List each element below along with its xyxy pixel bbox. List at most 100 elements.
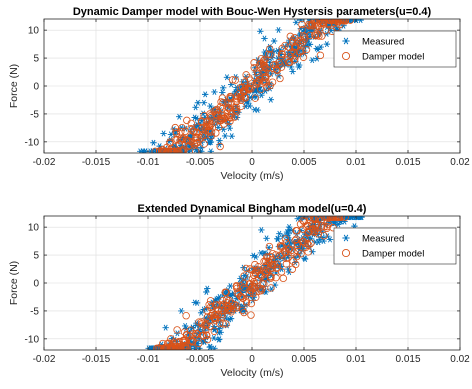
measured-point — [191, 299, 198, 306]
model-point — [222, 295, 231, 304]
model-point — [257, 55, 265, 63]
model-point — [192, 128, 200, 136]
measured-point — [207, 148, 215, 153]
measured-point — [237, 275, 244, 282]
model-point — [289, 36, 297, 44]
model-point — [307, 239, 315, 247]
legend: Measured Damper model — [333, 30, 457, 68]
model-point — [222, 113, 230, 121]
model-point — [240, 279, 248, 288]
model-point — [191, 141, 199, 149]
measured-point — [211, 88, 218, 95]
model-point — [226, 117, 234, 126]
measured-point — [357, 216, 364, 221]
measured-point — [258, 92, 265, 99]
model-point — [328, 216, 337, 221]
model-point — [181, 344, 189, 350]
measured-point — [200, 99, 208, 106]
model-point — [221, 304, 230, 313]
x-tick-label: -0.005 — [186, 354, 215, 365]
model-point — [233, 302, 241, 310]
model-point — [256, 60, 264, 69]
model-point — [225, 104, 233, 113]
model-point — [314, 22, 323, 30]
model-point — [308, 220, 317, 228]
model-point — [156, 147, 164, 153]
model-point — [296, 48, 304, 56]
model-point — [268, 261, 276, 269]
measured-point — [285, 224, 293, 231]
model-point — [218, 94, 227, 102]
x-tick-label: 0.02 — [450, 157, 470, 168]
model-point — [254, 263, 263, 271]
measured-point — [263, 235, 270, 242]
y-tick-label: 5 — [33, 54, 39, 65]
model-point — [301, 239, 309, 247]
measured-point — [207, 139, 214, 146]
model-point — [247, 311, 255, 319]
y-axis-label: Force (N) — [8, 261, 20, 305]
model-point — [296, 220, 305, 228]
model-point — [337, 216, 345, 221]
model-point — [192, 139, 200, 147]
model-point — [237, 96, 245, 104]
model-point — [316, 51, 325, 60]
model-point — [181, 341, 190, 350]
model-point — [252, 79, 261, 87]
measured-point — [326, 236, 334, 243]
model-point — [181, 336, 190, 345]
model-point — [168, 344, 177, 350]
x-tick-label: -0.005 — [186, 157, 215, 168]
y-tick-label: 5 — [33, 251, 39, 262]
model-point — [332, 216, 340, 221]
model-point — [192, 329, 200, 338]
model-point — [314, 230, 323, 238]
model-point — [200, 140, 208, 148]
model-point — [313, 30, 322, 39]
model-point — [203, 335, 212, 344]
model-point — [173, 326, 181, 334]
data-layer — [145, 216, 365, 350]
model-point — [293, 241, 302, 250]
legend-label: Damper model — [362, 52, 424, 63]
model-point — [299, 238, 307, 246]
model-point — [199, 331, 208, 340]
model-point — [164, 147, 172, 153]
model-point — [287, 52, 295, 61]
model-point — [210, 313, 219, 322]
measured-point — [160, 130, 167, 137]
model-point — [167, 335, 175, 343]
model-point — [334, 19, 342, 26]
chart-panel-2: -0.02 -0.015 -0.01 -0.005 0 0.005 0.01 0.015 0.0… — [8, 203, 470, 379]
model-point — [299, 216, 307, 225]
measured-point — [270, 38, 278, 44]
model-point — [184, 136, 192, 145]
measured-point — [223, 74, 231, 81]
model-point — [329, 19, 337, 24]
model-point — [193, 129, 201, 137]
model-point — [212, 106, 220, 115]
legend-model-marker — [341, 248, 351, 258]
model-point — [156, 344, 164, 350]
measured-point — [228, 133, 235, 140]
model-point — [199, 332, 207, 340]
model-point — [193, 330, 202, 338]
model-point — [242, 264, 250, 273]
measured-point — [292, 19, 300, 26]
chart-panel-1: -0.02 -0.015 -0.01 -0.005 0 0.005 0.01 0.015 0.0… — [8, 6, 470, 182]
measured-point — [275, 26, 282, 33]
measured-point — [250, 252, 257, 259]
model-point — [231, 103, 239, 112]
measured-point — [220, 84, 227, 91]
measured-point — [226, 125, 233, 132]
model-point — [252, 293, 260, 301]
model-point — [277, 52, 286, 61]
model-point — [298, 20, 306, 29]
model-point — [306, 226, 314, 234]
model-point — [195, 318, 203, 326]
measured-point — [213, 296, 220, 303]
x-tick-label: 0.005 — [291, 157, 316, 168]
model-point — [284, 245, 293, 254]
model-point — [210, 327, 219, 335]
model-point — [202, 122, 211, 131]
